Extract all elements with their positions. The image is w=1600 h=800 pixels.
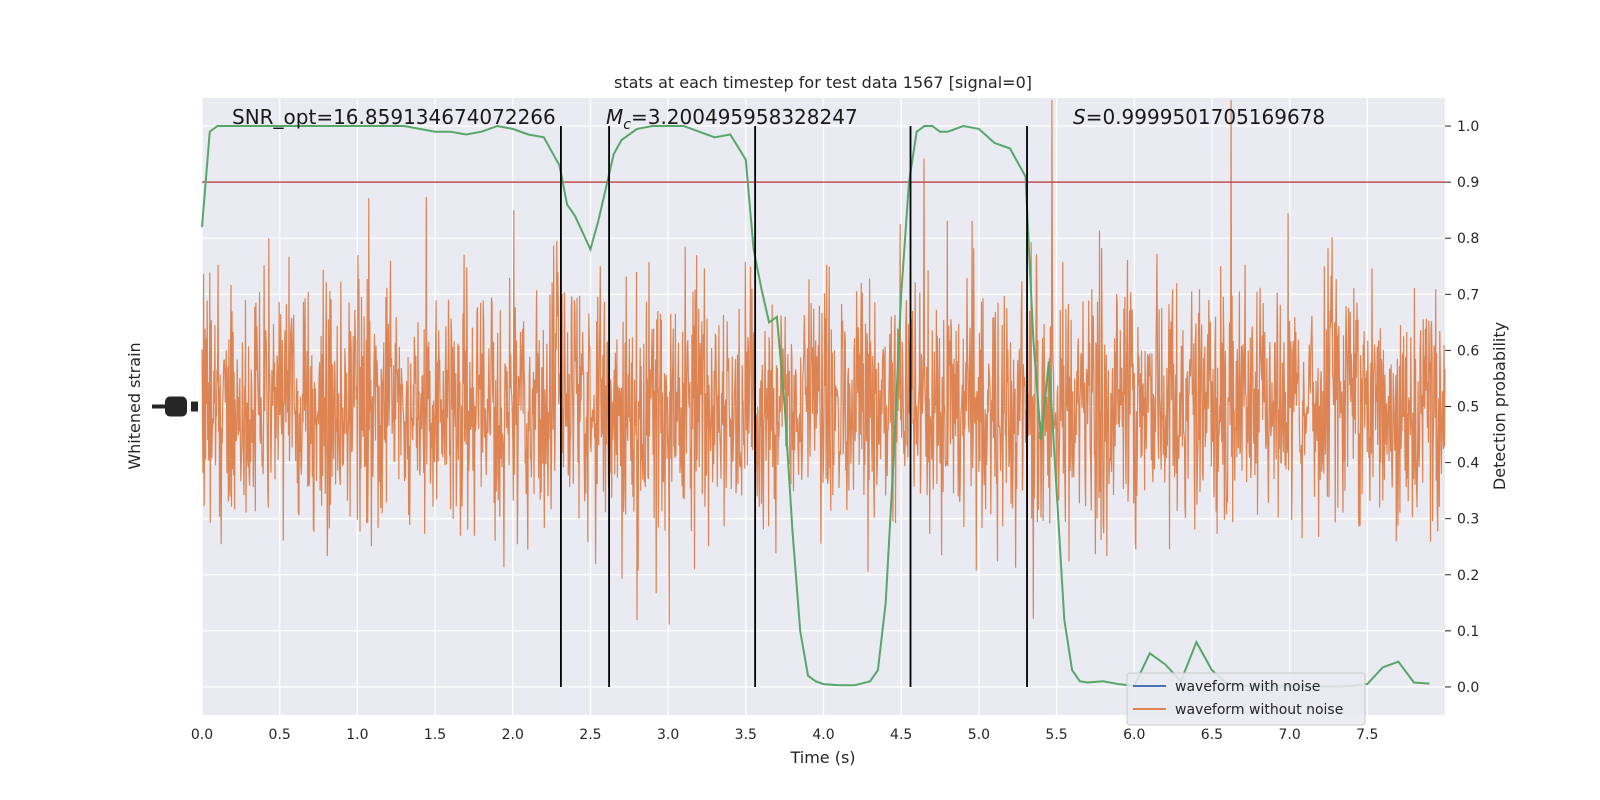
legend-label-with-noise: waveform with noise <box>1175 679 1320 695</box>
x-tick-label-6: 3.0 <box>657 727 679 743</box>
y-tick-label-10: 1.0 <box>1457 119 1479 135</box>
y-tick-label-1: 0.1 <box>1457 624 1479 640</box>
noise-waveform-series <box>201 99 1446 625</box>
y-tick-label-6: 0.6 <box>1457 343 1479 359</box>
x-tick-label-10: 5.0 <box>968 727 990 743</box>
x-tick-label-13: 6.5 <box>1201 727 1223 743</box>
x-tick-label-11: 5.5 <box>1045 727 1067 743</box>
right-y-axis-label: Detection probability <box>1490 322 1509 490</box>
y-tick-label-5: 0.5 <box>1457 400 1479 416</box>
left-strain-tick-overlap <box>152 396 198 417</box>
x-tick-label-9: 4.5 <box>890 727 912 743</box>
score-symbol: S <box>1073 105 1086 129</box>
chirp-mass-annotation: Mc=3.200495958328247 <box>606 105 858 133</box>
y-tick-label-8: 0.8 <box>1457 231 1479 247</box>
x-tick-label-1: 0.5 <box>269 727 291 743</box>
chirp-mass-value: =3.200495958328247 <box>631 105 858 129</box>
snr-annotation: SNR_opt=16.859134674072266 <box>232 105 556 129</box>
chirp-mass-symbol: M <box>606 105 623 129</box>
score-value: =0.9999501705169678 <box>1086 105 1325 129</box>
right-y-axis-ticks: 0.0 0.1 0.2 0.3 0.4 0.5 0.6 0.7 0.8 0.9 1.0 <box>1445 119 1479 696</box>
chart-title: stats at each timestep for test data 156… <box>614 73 1032 92</box>
legend-label-without-noise: waveform without noise <box>1175 702 1343 718</box>
x-tick-label-14: 7.0 <box>1278 727 1300 743</box>
x-tick-label-7: 3.5 <box>735 727 757 743</box>
noise-waveform-line <box>201 99 1446 625</box>
y-tick-label-9: 0.9 <box>1457 175 1479 191</box>
x-tick-label-5: 2.5 <box>579 727 601 743</box>
y-tick-label-3: 0.3 <box>1457 512 1479 528</box>
legend: waveform with noise waveform without noi… <box>1126 672 1366 726</box>
x-tick-label-15: 7.5 <box>1356 727 1378 743</box>
x-axis-ticks: 0.0 0.5 1.0 1.5 2.0 2.5 3.0 3.5 4.0 4.5 5.0 5.5 6.0 6… <box>191 727 1379 743</box>
vertical-markers <box>560 126 1028 687</box>
left-tick-overlap-dash <box>152 404 166 409</box>
x-tick-label-3: 1.5 <box>424 727 446 743</box>
left-y-axis-label: Whitened strain <box>125 342 144 469</box>
x-axis-label: Time (s) <box>789 748 855 767</box>
probability-series <box>201 124 1430 688</box>
x-tick-label-12: 6.0 <box>1123 727 1145 743</box>
y-tick-label-0: 0.0 <box>1457 680 1479 696</box>
y-tick-label-4: 0.4 <box>1457 456 1479 472</box>
x-tick-label-4: 2.0 <box>502 727 524 743</box>
chirp-mass-subscript: c <box>623 117 631 133</box>
left-tick-overlap-blob <box>165 396 187 417</box>
x-tick-label-2: 1.0 <box>346 727 368 743</box>
legend-box <box>1126 672 1366 726</box>
x-tick-label-0: 0.0 <box>191 727 213 743</box>
left-tick-overlap-mark <box>191 401 198 412</box>
score-annotation: S=0.9999501705169678 <box>1073 105 1325 129</box>
probability-line <box>201 124 1430 688</box>
y-tick-label-2: 0.2 <box>1457 568 1479 584</box>
y-tick-label-7: 0.7 <box>1457 287 1479 303</box>
x-tick-label-8: 4.0 <box>812 727 834 743</box>
